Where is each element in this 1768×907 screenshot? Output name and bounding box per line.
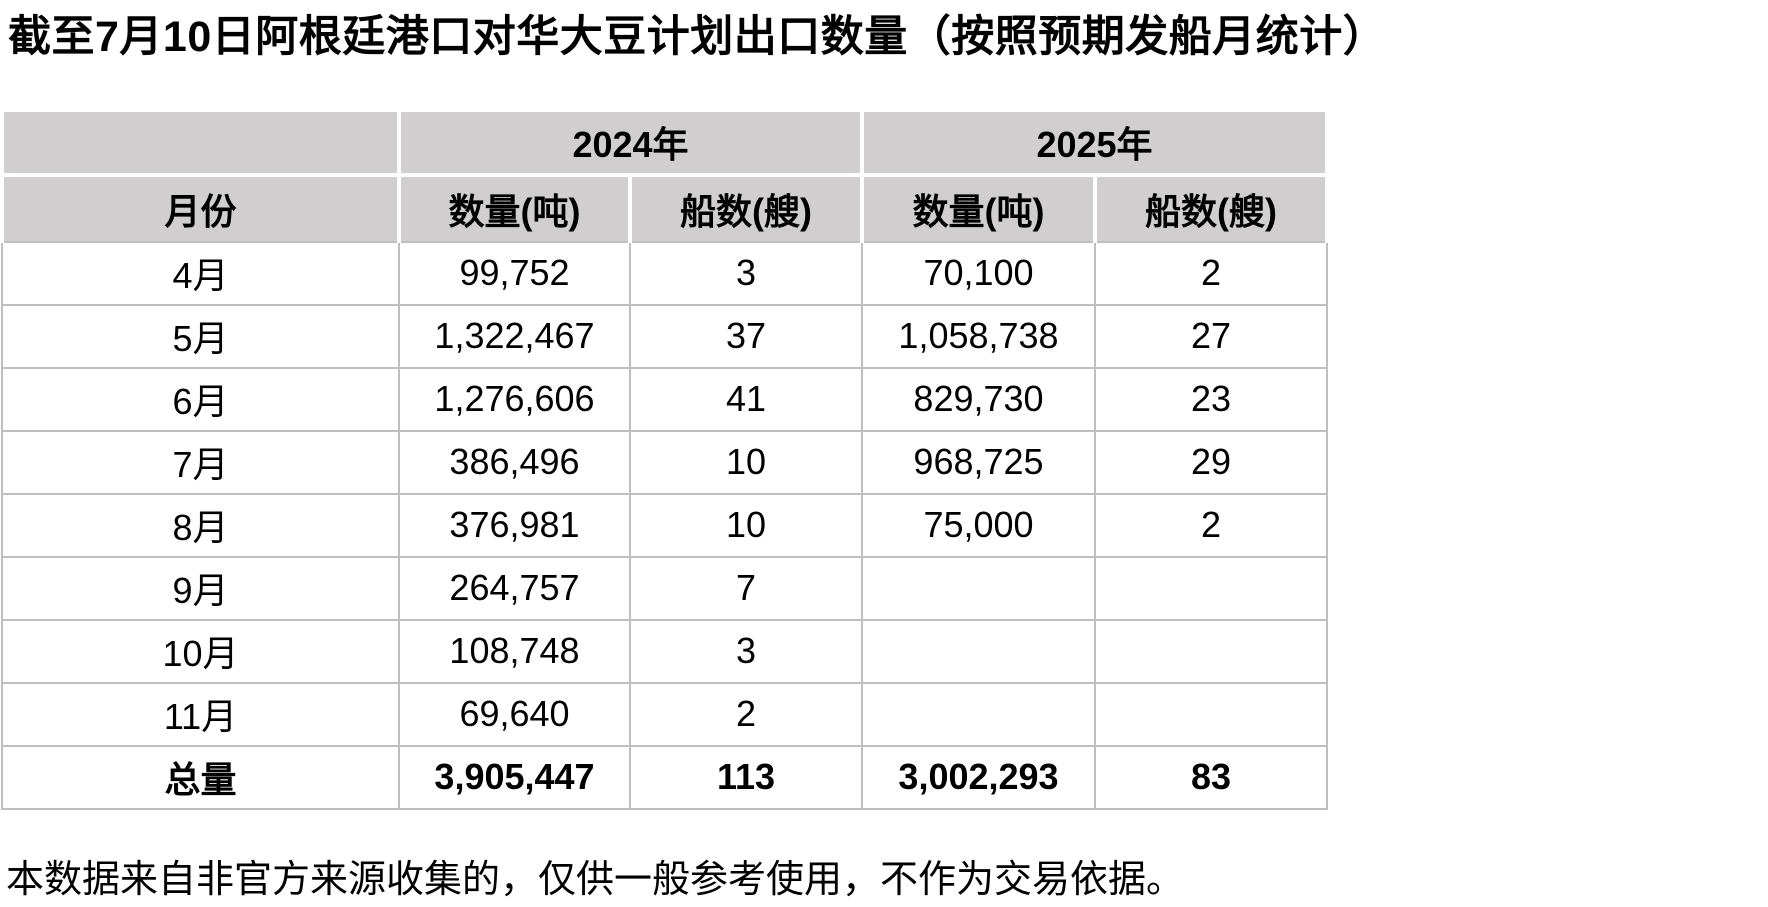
column-header-ships-2025: 船数(艘)	[1093, 172, 1329, 243]
year-header-2025: 2025年	[860, 107, 1329, 177]
corner-blank-cell	[0, 107, 401, 177]
qty-2025-cell: 70,100	[861, 240, 1096, 306]
qty-2024-cell: 264,757	[398, 555, 631, 621]
table-row-total: 总量 3,905,447 113 3,002,293 83	[1, 744, 1328, 810]
table-row-april: 4月 99,752 3 70,100 2	[1, 240, 1328, 306]
column-header-month: 月份	[0, 172, 401, 243]
table-row-august: 8月 376,981 10 75,000 2	[1, 492, 1328, 558]
table-row-july: 7月 386,496 10 968,725 29	[1, 429, 1328, 495]
qty-2025-cell: 75,000	[861, 492, 1096, 558]
month-cell: 10月	[1, 618, 400, 684]
ships-2024-cell: 41	[629, 366, 863, 432]
column-header-qty-2024: 数量(吨)	[397, 172, 632, 243]
ships-2024-cell: 2	[629, 681, 863, 747]
qty-2025-cell: 1,058,738	[861, 303, 1096, 369]
qty-2025-cell: 829,730	[861, 366, 1096, 432]
total-qty-2024-cell: 3,905,447	[398, 744, 631, 810]
month-cell: 6月	[1, 366, 400, 432]
table-row-september: 9月 264,757 7	[1, 555, 1328, 621]
qty-2025-cell	[861, 618, 1096, 684]
soybean-export-table: 2024年 2025年 月份 数量(吨) 船数(艘) 数量(吨) 船数(艘) 4…	[0, 107, 1329, 810]
month-cell: 8月	[1, 492, 400, 558]
month-cell: 11月	[1, 681, 400, 747]
table-row-november: 11月 69,640 2	[1, 681, 1328, 747]
ships-2025-cell: 2	[1094, 492, 1328, 558]
ships-2024-cell: 10	[629, 492, 863, 558]
ships-2024-cell: 3	[629, 618, 863, 684]
qty-2024-cell: 108,748	[398, 618, 631, 684]
qty-2024-cell: 1,322,467	[398, 303, 631, 369]
ships-2025-cell: 2	[1094, 240, 1328, 306]
qty-2025-cell	[861, 555, 1096, 621]
ships-2024-cell: 7	[629, 555, 863, 621]
ships-2025-cell: 27	[1094, 303, 1328, 369]
ships-2025-cell	[1094, 555, 1328, 621]
disclaimer-note: 本数据来自非官方来源收集的，仅供一般参考使用，不作为交易依据。	[6, 858, 1185, 901]
month-cell: 9月	[1, 555, 400, 621]
qty-2024-cell: 99,752	[398, 240, 631, 306]
year-header-2024: 2024年	[397, 107, 864, 177]
table-row-june: 6月 1,276,606 41 829,730 23	[1, 366, 1328, 432]
month-cell: 5月	[1, 303, 400, 369]
month-cell: 4月	[1, 240, 400, 306]
qty-2024-cell: 69,640	[398, 681, 631, 747]
ships-2025-cell	[1094, 681, 1328, 747]
ships-2025-cell: 23	[1094, 366, 1328, 432]
total-qty-2025-cell: 3,002,293	[861, 744, 1096, 810]
table-body: 4月 99,752 3 70,100 2 5月 1,322,467 37 1,0…	[1, 240, 1328, 810]
total-ships-2024-cell: 113	[629, 744, 863, 810]
qty-2024-cell: 376,981	[398, 492, 631, 558]
qty-2024-cell: 1,276,606	[398, 366, 631, 432]
ships-2024-cell: 3	[629, 240, 863, 306]
table-row-may: 5月 1,322,467 37 1,058,738 27	[1, 303, 1328, 369]
ships-2024-cell: 10	[629, 429, 863, 495]
table-row-october: 10月 108,748 3	[1, 618, 1328, 684]
column-header-row: 月份 数量(吨) 船数(艘) 数量(吨) 船数(艘)	[0, 172, 1329, 243]
page-title: 截至7月10日阿根廷港口对华大豆计划出口数量（按照预期发船月统计）	[8, 13, 1387, 61]
year-header-row: 2024年 2025年	[0, 107, 1329, 177]
month-cell: 7月	[1, 429, 400, 495]
qty-2025-cell: 968,725	[861, 429, 1096, 495]
column-header-qty-2025: 数量(吨)	[860, 172, 1097, 243]
ships-2025-cell: 29	[1094, 429, 1328, 495]
ships-2025-cell	[1094, 618, 1328, 684]
qty-2024-cell: 386,496	[398, 429, 631, 495]
total-label-cell: 总量	[1, 744, 400, 810]
ships-2024-cell: 37	[629, 303, 863, 369]
total-ships-2025-cell: 83	[1094, 744, 1328, 810]
table-header: 2024年 2025年 月份 数量(吨) 船数(艘) 数量(吨) 船数(艘)	[0, 107, 1329, 243]
qty-2025-cell	[861, 681, 1096, 747]
column-header-ships-2024: 船数(艘)	[628, 172, 864, 243]
